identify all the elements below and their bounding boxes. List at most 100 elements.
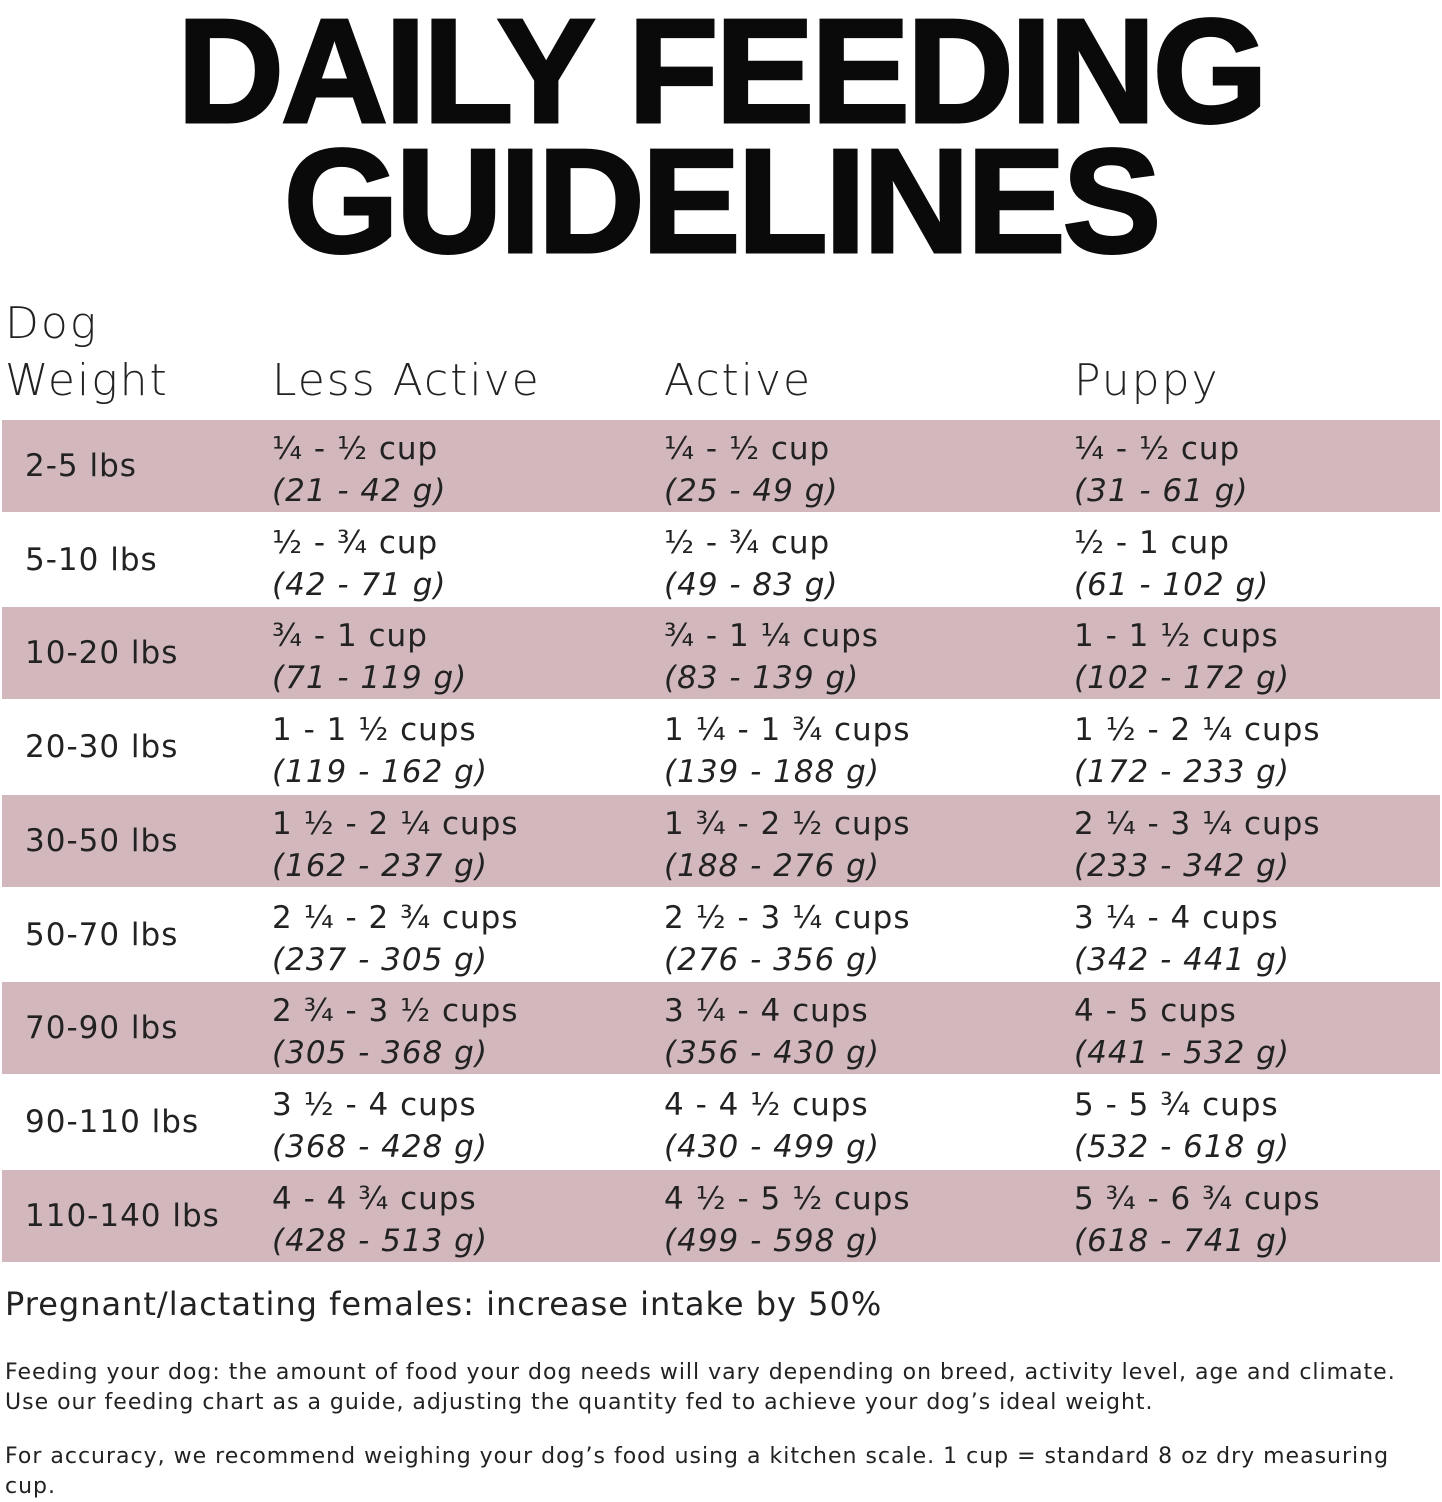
cups-amount: ¾ - 1 ¼ cups xyxy=(664,618,879,655)
active-cell: 1 ¼ - 1 ¾ cups (139 - 188 g) xyxy=(664,709,911,793)
weight-cell: 50-70 lbs xyxy=(25,916,179,953)
puppy-cell: 4 - 5 cups (441 - 532 g) xyxy=(1074,990,1290,1074)
grams-amount: (532 - 618 g) xyxy=(1074,1128,1290,1165)
header-active: Active xyxy=(664,355,813,406)
cups-amount: 1 ½ - 2 ¼ cups xyxy=(272,805,519,842)
table-row: 110-140 lbs 4 - 4 ¾ cups (428 - 513 g) 4 ½ … xyxy=(2,1169,1440,1262)
cups-amount: 4 - 4 ¾ cups xyxy=(272,1180,477,1217)
grams-amount: (499 - 598 g) xyxy=(664,1222,880,1259)
grams-amount: (188 - 276 g) xyxy=(664,847,880,884)
cups-amount: 3 ½ - 4 cups xyxy=(272,1086,477,1123)
active-cell: ¼ - ½ cup (25 - 49 g) xyxy=(664,428,839,512)
grams-amount: (276 - 356 g) xyxy=(664,941,880,978)
grams-amount: (618 - 741 g) xyxy=(1074,1222,1290,1259)
grams-amount: (237 - 305 g) xyxy=(272,941,488,978)
grams-amount: (42 - 71 g) xyxy=(272,566,447,603)
feeding-note: Feeding your dog: the amount of food you… xyxy=(5,1360,1396,1415)
cups-amount: ¼ - ½ cup xyxy=(1074,431,1241,467)
header-less-active: Less Active xyxy=(272,355,541,406)
grams-amount: (428 - 513 g) xyxy=(272,1222,488,1259)
cups-amount: 1 ½ - 2 ¼ cups xyxy=(1074,712,1321,749)
puppy-cell: 1 ½ - 2 ¼ cups (172 - 233 g) xyxy=(1074,709,1321,793)
table-row: 20-30 lbs 1 - 1 ½ cups (119 - 162 g) 1 ¼ - … xyxy=(2,701,1440,793)
grams-amount: (162 - 237 g) xyxy=(272,847,488,884)
table-row: 70-90 lbs 2 ¾ - 3 ½ cups (305 - 368 g) 3 ¼ … xyxy=(2,982,1440,1075)
active-cell: ½ - ¾ cup (49 - 83 g) xyxy=(664,522,839,606)
grams-amount: (172 - 233 g) xyxy=(1074,754,1290,791)
title-line-2: GUIDELINES xyxy=(282,119,1163,284)
less-active-cell: ¼ - ½ cup (21 - 42 g) xyxy=(272,428,447,512)
weight-cell: 90-110 lbs xyxy=(25,1103,200,1140)
cups-amount: 2 ¼ - 2 ¾ cups xyxy=(272,899,519,936)
grams-amount: (441 - 532 g) xyxy=(1074,1035,1290,1072)
grams-amount: (21 - 42 g) xyxy=(272,473,447,509)
header-puppy: Puppy xyxy=(1074,355,1220,406)
weight-cell: 70-90 lbs xyxy=(25,1010,179,1047)
grams-amount: (233 - 342 g) xyxy=(1074,847,1290,884)
active-cell: 3 ¼ - 4 cups (356 - 430 g) xyxy=(664,990,880,1074)
active-cell: 1 ¾ - 2 ½ cups (188 - 276 g) xyxy=(664,803,911,887)
active-cell: ¾ - 1 ¼ cups (83 - 139 g) xyxy=(664,615,879,699)
grams-amount: (49 - 83 g) xyxy=(664,566,839,603)
less-active-cell: 2 ¾ - 3 ½ cups (305 - 368 g) xyxy=(272,990,519,1074)
cups-amount: 1 - 1 ½ cups xyxy=(1074,618,1279,655)
cups-amount: 5 ¾ - 6 ¾ cups xyxy=(1074,1180,1321,1217)
less-active-cell: 1 ½ - 2 ¼ cups (162 - 237 g) xyxy=(272,803,519,887)
accuracy-note: For accuracy, we recommend weighing your… xyxy=(5,1444,1390,1499)
cups-amount: ¼ - ½ cup xyxy=(272,431,439,467)
cups-amount: 2 ¼ - 3 ¼ cups xyxy=(1074,805,1321,842)
grams-amount: (71 - 119 g) xyxy=(272,660,468,697)
cups-amount: 4 - 4 ½ cups xyxy=(664,1086,869,1123)
weight-cell: 10-20 lbs xyxy=(25,635,179,672)
grams-amount: (342 - 441 g) xyxy=(1074,941,1290,978)
weight-cell: 110-140 lbs xyxy=(25,1197,220,1234)
less-active-cell: 2 ¼ - 2 ¾ cups (237 - 305 g) xyxy=(272,897,519,981)
table-row: 30-50 lbs 1 ½ - 2 ¼ cups (162 - 237 g) 1 ¾ … xyxy=(2,794,1440,887)
grams-amount: (102 - 172 g) xyxy=(1074,660,1290,697)
cups-amount: ½ - ¾ cup xyxy=(272,524,439,561)
puppy-cell: 5 ¾ - 6 ¾ cups (618 - 741 g) xyxy=(1074,1178,1321,1262)
cups-amount: ½ - ¾ cup xyxy=(664,524,831,561)
grams-amount: (305 - 368 g) xyxy=(272,1035,488,1072)
weight-cell: 30-50 lbs xyxy=(25,822,179,859)
weight-cell: 5-10 lbs xyxy=(25,541,158,578)
less-active-cell: 3 ½ - 4 cups (368 - 428 g) xyxy=(272,1084,488,1168)
grams-amount: (25 - 49 g) xyxy=(664,473,839,509)
weight-cell: 2-5 lbs xyxy=(25,448,137,484)
table-row: 2-5 lbs ¼ - ½ cup (21 - 42 g) ¼ - ½ cup (25 … xyxy=(2,420,1440,512)
less-active-cell: 4 - 4 ¾ cups (428 - 513 g) xyxy=(272,1178,488,1262)
grams-amount: (83 - 139 g) xyxy=(664,660,860,697)
grams-amount: (119 - 162 g) xyxy=(272,754,488,791)
active-cell: 2 ½ - 3 ¼ cups (276 - 356 g) xyxy=(664,897,911,981)
table-row: 5-10 lbs ½ - ¾ cup (42 - 71 g) ½ - ¾ cup (49… xyxy=(2,514,1440,606)
cups-amount: ¾ - 1 cup xyxy=(272,618,428,655)
header-weight-line1: Dog xyxy=(5,298,99,349)
less-active-cell: ½ - ¾ cup (42 - 71 g) xyxy=(272,522,447,606)
table-row: 50-70 lbs 2 ¼ - 2 ¾ cups (237 - 305 g) 2 ½ … xyxy=(2,889,1440,981)
puppy-cell: 5 - 5 ¾ cups (532 - 618 g) xyxy=(1074,1084,1290,1168)
puppy-cell: 1 - 1 ½ cups (102 - 172 g) xyxy=(1074,615,1290,699)
cups-amount: 2 ¾ - 3 ½ cups xyxy=(272,993,519,1030)
grams-amount: (356 - 430 g) xyxy=(664,1035,880,1072)
cups-amount: 3 ¼ - 4 cups xyxy=(664,993,869,1030)
active-cell: 4 ½ - 5 ½ cups (499 - 598 g) xyxy=(664,1178,911,1262)
cups-amount: 3 ¼ - 4 cups xyxy=(1074,899,1279,936)
grams-amount: (139 - 188 g) xyxy=(664,754,880,791)
puppy-cell: 2 ¼ - 3 ¼ cups (233 - 342 g) xyxy=(1074,803,1321,887)
cups-amount: 4 - 5 cups xyxy=(1074,993,1237,1030)
cups-amount: 2 ½ - 3 ¼ cups xyxy=(664,899,911,936)
cups-amount: 5 - 5 ¾ cups xyxy=(1074,1086,1279,1123)
table-row: 90-110 lbs 3 ½ - 4 cups (368 - 428 g) 4 - 4… xyxy=(2,1076,1440,1168)
table-row: 10-20 lbs ¾ - 1 cup (71 - 119 g) ¾ - 1 ¼ cu… xyxy=(2,607,1440,700)
cups-amount: ¼ - ½ cup xyxy=(664,431,831,467)
grams-amount: (430 - 499 g) xyxy=(664,1128,880,1165)
cups-amount: 1 ¾ - 2 ½ cups xyxy=(664,805,911,842)
cups-amount: 1 - 1 ½ cups xyxy=(272,712,477,749)
less-active-cell: ¾ - 1 cup (71 - 119 g) xyxy=(272,615,467,699)
cups-amount: ½ - 1 cup xyxy=(1074,524,1230,561)
cups-amount: 1 ¼ - 1 ¾ cups xyxy=(664,712,911,749)
puppy-cell: ¼ - ½ cup (31 - 61 g) xyxy=(1074,428,1249,512)
cups-amount: 4 ½ - 5 ½ cups xyxy=(664,1180,911,1217)
grams-amount: (61 - 102 g) xyxy=(1074,566,1270,603)
grams-amount: (368 - 428 g) xyxy=(272,1128,488,1165)
